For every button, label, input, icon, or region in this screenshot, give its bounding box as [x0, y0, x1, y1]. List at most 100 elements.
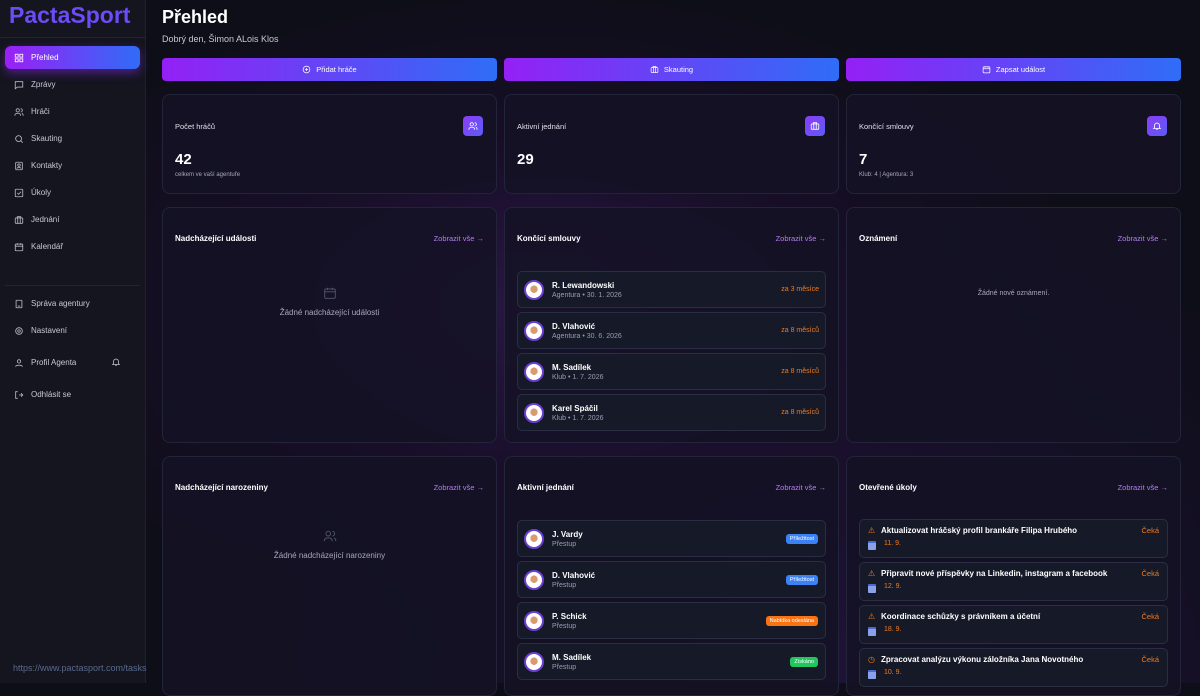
sidebar-item-label: Kalendář: [31, 242, 64, 251]
avatar: [524, 361, 544, 382]
contract-info: Klub • 1. 7. 2026: [552, 373, 604, 381]
avatar: [524, 569, 544, 590]
bell-icon: [111, 358, 121, 366]
panel-title: Nadcházející narozeniny: [175, 482, 268, 492]
task-date: 10. 9.: [868, 669, 1159, 679]
player-name: M. Sadílek: [552, 362, 592, 372]
action-button-0[interactable]: Přidat hráče: [162, 58, 497, 81]
button-label: Skauting: [663, 65, 694, 74]
avatar: [524, 610, 544, 631]
sidebar-item-label: Správa agentury: [31, 299, 90, 308]
view-all-link[interactable]: Zobrazit vše →: [433, 233, 484, 243]
button-label: Zapsat událost: [995, 65, 1046, 74]
sidebar-item-label: Úkoly: [31, 188, 52, 197]
sidebar-nav: Přehled Zprávy Hráči Skauting Kontakty Úkoly J…: [0, 38, 145, 423]
task-item[interactable]: ⚠ Aktualizovat hráčský profil brankáře Fi…: [859, 519, 1168, 558]
task-date: 11. 9.: [868, 540, 1159, 550]
tasks-panel: Otevřené úkoly Zobrazit vše → ⚠ Aktualizov…: [846, 456, 1181, 696]
sidebar-item-label: Profil Agenta: [31, 358, 77, 367]
contract-info: Agentura • 30. 6. 2026: [552, 332, 622, 340]
contract-row[interactable]: R. Lewandowski Agentura • 30. 1. 2026 za 3…: [517, 271, 826, 308]
message-icon: [14, 80, 24, 90]
view-all-link[interactable]: Zobrazit vše →: [775, 233, 826, 243]
task-item[interactable]: ⚠ Koordinace schůzky s právníkem a účetní…: [859, 605, 1168, 644]
sidebar-item-5[interactable]: Úkoly: [5, 181, 140, 204]
clock-icon: ◷: [868, 655, 875, 664]
contract-info: Klub • 1. 7. 2026: [552, 414, 604, 422]
view-all-link[interactable]: Zobrazit vše →: [433, 482, 484, 492]
announcements-panel: Oznámení Zobrazit vše → Žádné nové oznáme…: [846, 207, 1181, 443]
negotiation-type: Přestup: [552, 622, 577, 630]
task-date: 18. 9.: [868, 626, 1159, 636]
sidebar-item-label: Odhlásit se: [31, 390, 72, 399]
dashboard-icon: [14, 53, 24, 62]
action-button-2[interactable]: Zapsat událost: [846, 58, 1181, 81]
stat-value: 42: [175, 151, 192, 168]
stat-icon: [805, 116, 825, 136]
main-content: Přehled Dobrý den, Šimon ALois Klos Přid…: [162, 0, 1182, 696]
contract-row[interactable]: M. Sadílek Klub • 1. 7. 2026 za 8 měsíců: [517, 353, 826, 390]
panel-title: Otevřené úkoly: [859, 482, 917, 492]
sidebar-bottom-item-3[interactable]: Odhlásit se: [5, 383, 140, 406]
sidebar-item-label: Jednání: [31, 215, 60, 224]
bell-icon: [1152, 122, 1162, 130]
briefcase-icon: [810, 122, 820, 130]
stat-card: Končící smlouvy 7 Klub: 4 | Agentura: 3: [846, 94, 1181, 194]
view-all-link[interactable]: Zobrazit vše →: [775, 482, 826, 492]
player-name: M. Sadílek: [552, 652, 592, 662]
sidebar-item-7[interactable]: Kalendář: [5, 235, 140, 258]
contracts-panel: Končící smlouvy Zobrazit vše → R. Lewando…: [504, 207, 839, 443]
negotiation-row[interactable]: P. Schick Přestup Nabídka odeslána: [517, 602, 826, 639]
negotiation-row[interactable]: D. Vlahović Přestup Příležitost: [517, 561, 826, 598]
negotiation-type: Přestup: [552, 663, 577, 671]
negotiation-row[interactable]: J. Vardy Přestup Příležitost: [517, 520, 826, 557]
task-status: Čeká: [1141, 612, 1159, 621]
negotiation-row[interactable]: M. Sadílek Přestup Získáno: [517, 643, 826, 680]
contract-row[interactable]: Karel Spáčil Klub • 1. 7. 2026 za 8 měsíců: [517, 394, 826, 431]
logo[interactable]: PactaSport: [0, 0, 145, 38]
notification-bell-icon[interactable]: [111, 357, 128, 369]
panel-title: Aktivní jednání: [517, 482, 574, 492]
sidebar-bottom-item-2[interactable]: Profil Agenta: [5, 351, 140, 374]
avatar: [524, 528, 544, 549]
task-item[interactable]: ◷ Zpracovat analýzu výkonu záložníka Jana…: [859, 648, 1168, 687]
empty-text: Žádné nadcházející narozeniny: [273, 551, 386, 560]
sidebar: PactaSport Přehled Zprávy Hráči Skauting Kon…: [0, 0, 146, 683]
status-badge: Získáno: [790, 656, 818, 667]
negotiations-panel: Aktivní jednání Zobrazit vše → J. Vardy Př…: [504, 456, 839, 696]
avatar: [524, 651, 544, 672]
sidebar-bottom-item-1[interactable]: Nastavení: [5, 319, 140, 342]
warning-icon: ⚠: [868, 569, 876, 578]
users-icon: [468, 122, 478, 130]
sidebar-item-label: Zprávy: [31, 80, 56, 89]
stat-sub: celkem ve vaší agentuře: [175, 172, 241, 178]
view-all-link[interactable]: Zobrazit vše →: [1117, 482, 1168, 492]
view-all-link[interactable]: Zobrazit vše →: [1117, 233, 1168, 243]
task-title: Připravit nové příspěvky na Linkedin, in…: [881, 569, 1108, 578]
sidebar-item-1[interactable]: Zprávy: [5, 73, 140, 96]
empty-state: Žádné nadcházející narozeniny: [175, 529, 484, 560]
sidebar-item-0[interactable]: Přehled: [5, 46, 140, 69]
stat-sub: Klub: 4 | Agentura: 3: [859, 172, 914, 178]
sidebar-item-3[interactable]: Skauting: [5, 127, 140, 150]
avatar: [524, 279, 544, 300]
stat-label: Končící smlouvy: [859, 122, 914, 131]
task-item[interactable]: ⚠ Připravit nové příspěvky na Linkedin, i…: [859, 562, 1168, 601]
sidebar-bottom-item-0[interactable]: Správa agentury: [5, 292, 140, 315]
negotiation-type: Přestup: [552, 581, 577, 589]
search-icon: [15, 134, 24, 143]
panel-title: Končící smlouvy: [517, 233, 581, 243]
sidebar-item-4[interactable]: Kontakty: [5, 154, 140, 177]
sidebar-item-label: Hráči: [31, 107, 50, 116]
action-button-1[interactable]: Skauting: [504, 58, 839, 81]
empty-text: Žádné nadcházející události: [279, 308, 380, 317]
sidebar-item-label: Skauting: [31, 134, 63, 143]
users-icon: [14, 107, 24, 116]
stat-label: Počet hráčů: [175, 122, 216, 131]
sidebar-item-6[interactable]: Jednání: [5, 208, 140, 231]
player-name: D. Vlahović: [552, 570, 596, 580]
contract-due: za 8 měsíců: [781, 409, 819, 416]
contract-row[interactable]: D. Vlahović Agentura • 30. 6. 2026 za 8 mě…: [517, 312, 826, 349]
calendar-icon: [323, 287, 336, 299]
sidebar-item-2[interactable]: Hráči: [5, 100, 140, 123]
